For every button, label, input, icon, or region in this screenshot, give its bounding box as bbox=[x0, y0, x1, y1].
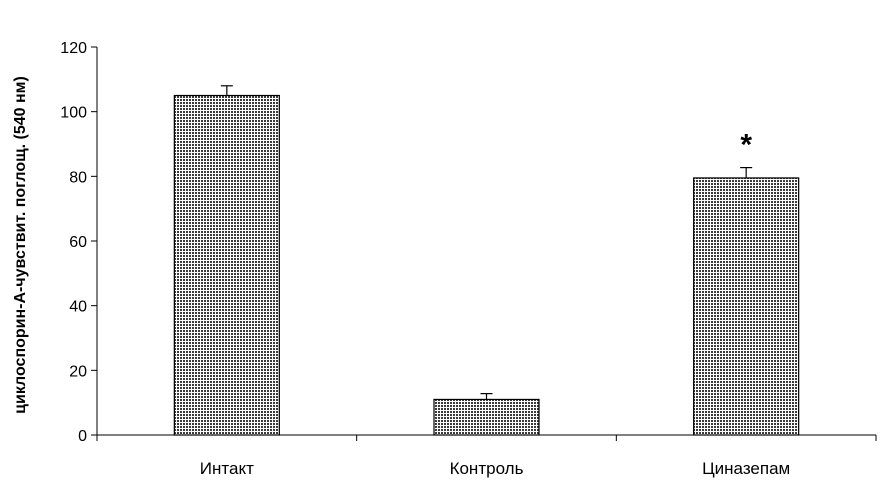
y-tick-label-6: 120 bbox=[60, 40, 87, 57]
plot-area: 0 20 40 60 80 100 120 Интакт Контроль Циназепам * bbox=[60, 40, 877, 478]
y-tick-label-0: 0 bbox=[78, 428, 87, 445]
y-axis-label: циклоспорин-А-чувствит. поглощ. (540 нм) bbox=[12, 76, 29, 414]
y-axis-label-group: циклоспорин-А-чувствит. поглощ. (540 нм) bbox=[12, 76, 29, 414]
y-tick-label-3: 60 bbox=[69, 234, 87, 251]
bar-0 bbox=[173, 94, 280, 436]
y-tick-label-2: 40 bbox=[69, 299, 87, 316]
x-tick-label-2: Циназепам bbox=[702, 459, 790, 478]
x-tick-label-1: Контроль bbox=[450, 459, 524, 478]
bar-2 bbox=[693, 177, 800, 436]
x-tick-label-0: Интакт bbox=[200, 459, 254, 478]
significance-marker-0: * bbox=[740, 129, 752, 162]
bar-1 bbox=[433, 398, 540, 436]
y-tick-label-4: 80 bbox=[69, 169, 87, 186]
y-tick-label-1: 20 bbox=[69, 363, 87, 380]
y-tick-label-5: 100 bbox=[60, 105, 87, 122]
